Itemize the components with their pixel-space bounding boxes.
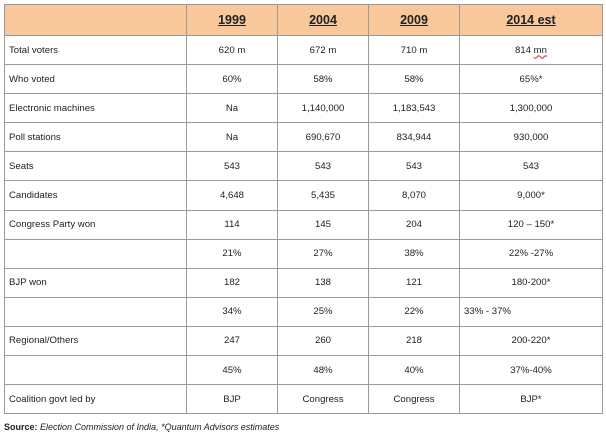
cell-2009: 38% <box>368 238 460 269</box>
cell-2004: 672 m <box>277 34 369 66</box>
row-label: Poll stations <box>4 122 187 153</box>
cell-2004: 138 <box>277 267 369 298</box>
table-row: Regional/Others 247 260 218 200-220* <box>4 325 603 357</box>
table-row: Poll stations Na 690,670 834,944 930,000 <box>4 122 603 153</box>
cell-2014: 200-220* <box>459 325 603 357</box>
row-label: Total voters <box>4 34 187 66</box>
source-label: Source: <box>4 422 38 432</box>
header-2009: 2009 <box>368 4 460 36</box>
row-label: Electronic machines <box>4 93 187 124</box>
cell-2009: 121 <box>368 267 460 298</box>
source-text: Election Commission of India, *Quantum A… <box>37 422 280 432</box>
table-row: Coalition govt led by BJP Congress Congr… <box>4 384 603 415</box>
table-row: Who voted 60% 58% 58% 65%* <box>4 64 603 95</box>
cell-2004: 145 <box>277 209 369 240</box>
cell-2014: 37%-40% <box>459 355 603 386</box>
cell-2014: 120 – 150* <box>459 209 603 240</box>
cell-2009: 834,944 <box>368 122 460 153</box>
table-row: 21% 27% 38% 22% -27% <box>4 238 603 269</box>
cell-2009: 40% <box>368 355 460 386</box>
cell-2014: 9,000* <box>459 180 603 211</box>
cell-2014-number: 814 <box>514 44 534 56</box>
cell-2009: 1,183,543 <box>368 93 460 124</box>
cell-2004: 58% <box>277 64 369 95</box>
row-label <box>4 296 187 327</box>
table-row: Candidates 4,648 5,435 8,070 9,000* <box>4 180 603 211</box>
cell-1999: Na <box>186 122 278 153</box>
row-label: Regional/Others <box>4 325 187 357</box>
cell-2014: 543 <box>459 151 603 182</box>
cell-2009: 218 <box>368 325 460 357</box>
cell-1999: 34% <box>186 296 278 327</box>
header-1999: 1999 <box>186 4 278 36</box>
cell-2004: 27% <box>277 238 369 269</box>
row-label: Candidates <box>4 180 187 211</box>
cell-1999: 45% <box>186 355 278 386</box>
cell-2014-unit: mn <box>533 44 547 56</box>
table-row: 34% 25% 22% 33% - 37% <box>4 296 603 327</box>
row-label: Seats <box>4 151 187 182</box>
row-label: Who voted <box>4 64 187 95</box>
row-label: BJP won <box>4 267 187 298</box>
cell-2004: 690,670 <box>277 122 369 153</box>
source-note: Source: Election Commission of India, *Q… <box>4 422 279 432</box>
row-label <box>4 355 187 386</box>
cell-1999: BJP <box>186 384 278 415</box>
cell-2014: 814 mn <box>459 34 603 66</box>
cell-2004: 48% <box>277 355 369 386</box>
cell-1999: 543 <box>186 151 278 182</box>
table-row: Congress Party won 114 145 204 120 – 150… <box>4 209 603 240</box>
row-label: Coalition govt led by <box>4 384 187 415</box>
header-row: 1999 2004 2009 2014 est <box>4 4 603 36</box>
cell-2014: 65%* <box>459 64 603 95</box>
cell-2004: 1,140,000 <box>277 93 369 124</box>
cell-2014: 930,000 <box>459 122 603 153</box>
cell-2009: 204 <box>368 209 460 240</box>
row-label: Congress Party won <box>4 209 187 240</box>
header-2014-est: 2014 est <box>459 4 603 36</box>
cell-2014: 33% - 37% <box>459 296 603 327</box>
cell-1999: 60% <box>186 64 278 95</box>
cell-2004: 25% <box>277 296 369 327</box>
header-corner <box>4 4 187 36</box>
cell-2014: 180-200* <box>459 267 603 298</box>
table-row: BJP won 182 138 121 180-200* <box>4 267 603 298</box>
cell-1999: 21% <box>186 238 278 269</box>
cell-1999: 247 <box>186 325 278 357</box>
table-row: Electronic machines Na 1,140,000 1,183,5… <box>4 93 603 124</box>
cell-2004: 543 <box>277 151 369 182</box>
cell-2004: Congress <box>277 384 369 415</box>
cell-2004: 260 <box>277 325 369 357</box>
cell-2009: 8,070 <box>368 180 460 211</box>
cell-2009: 58% <box>368 64 460 95</box>
cell-1999: 4,648 <box>186 180 278 211</box>
cell-1999: 620 m <box>186 34 278 66</box>
table-row: Seats 543 543 543 543 <box>4 151 603 182</box>
cell-2009: 710 m <box>368 34 460 66</box>
cell-1999: Na <box>186 93 278 124</box>
header-2004: 2004 <box>277 4 369 36</box>
cell-2009: 543 <box>368 151 460 182</box>
cell-2004: 5,435 <box>277 180 369 211</box>
cell-2014: 22% -27% <box>459 238 603 269</box>
cell-2014: 1,300,000 <box>459 93 603 124</box>
table-row: 45% 48% 40% 37%-40% <box>4 355 603 386</box>
cell-2009: Congress <box>368 384 460 415</box>
cell-1999: 114 <box>186 209 278 240</box>
cell-2009: 22% <box>368 296 460 327</box>
cell-2014: BJP* <box>459 384 603 415</box>
cell-1999: 182 <box>186 267 278 298</box>
table-row: Total voters 620 m 672 m 710 m 814 mn <box>4 34 603 66</box>
election-stats-table: 1999 2004 2009 2014 est Total voters 620… <box>4 4 603 415</box>
row-label <box>4 238 187 269</box>
